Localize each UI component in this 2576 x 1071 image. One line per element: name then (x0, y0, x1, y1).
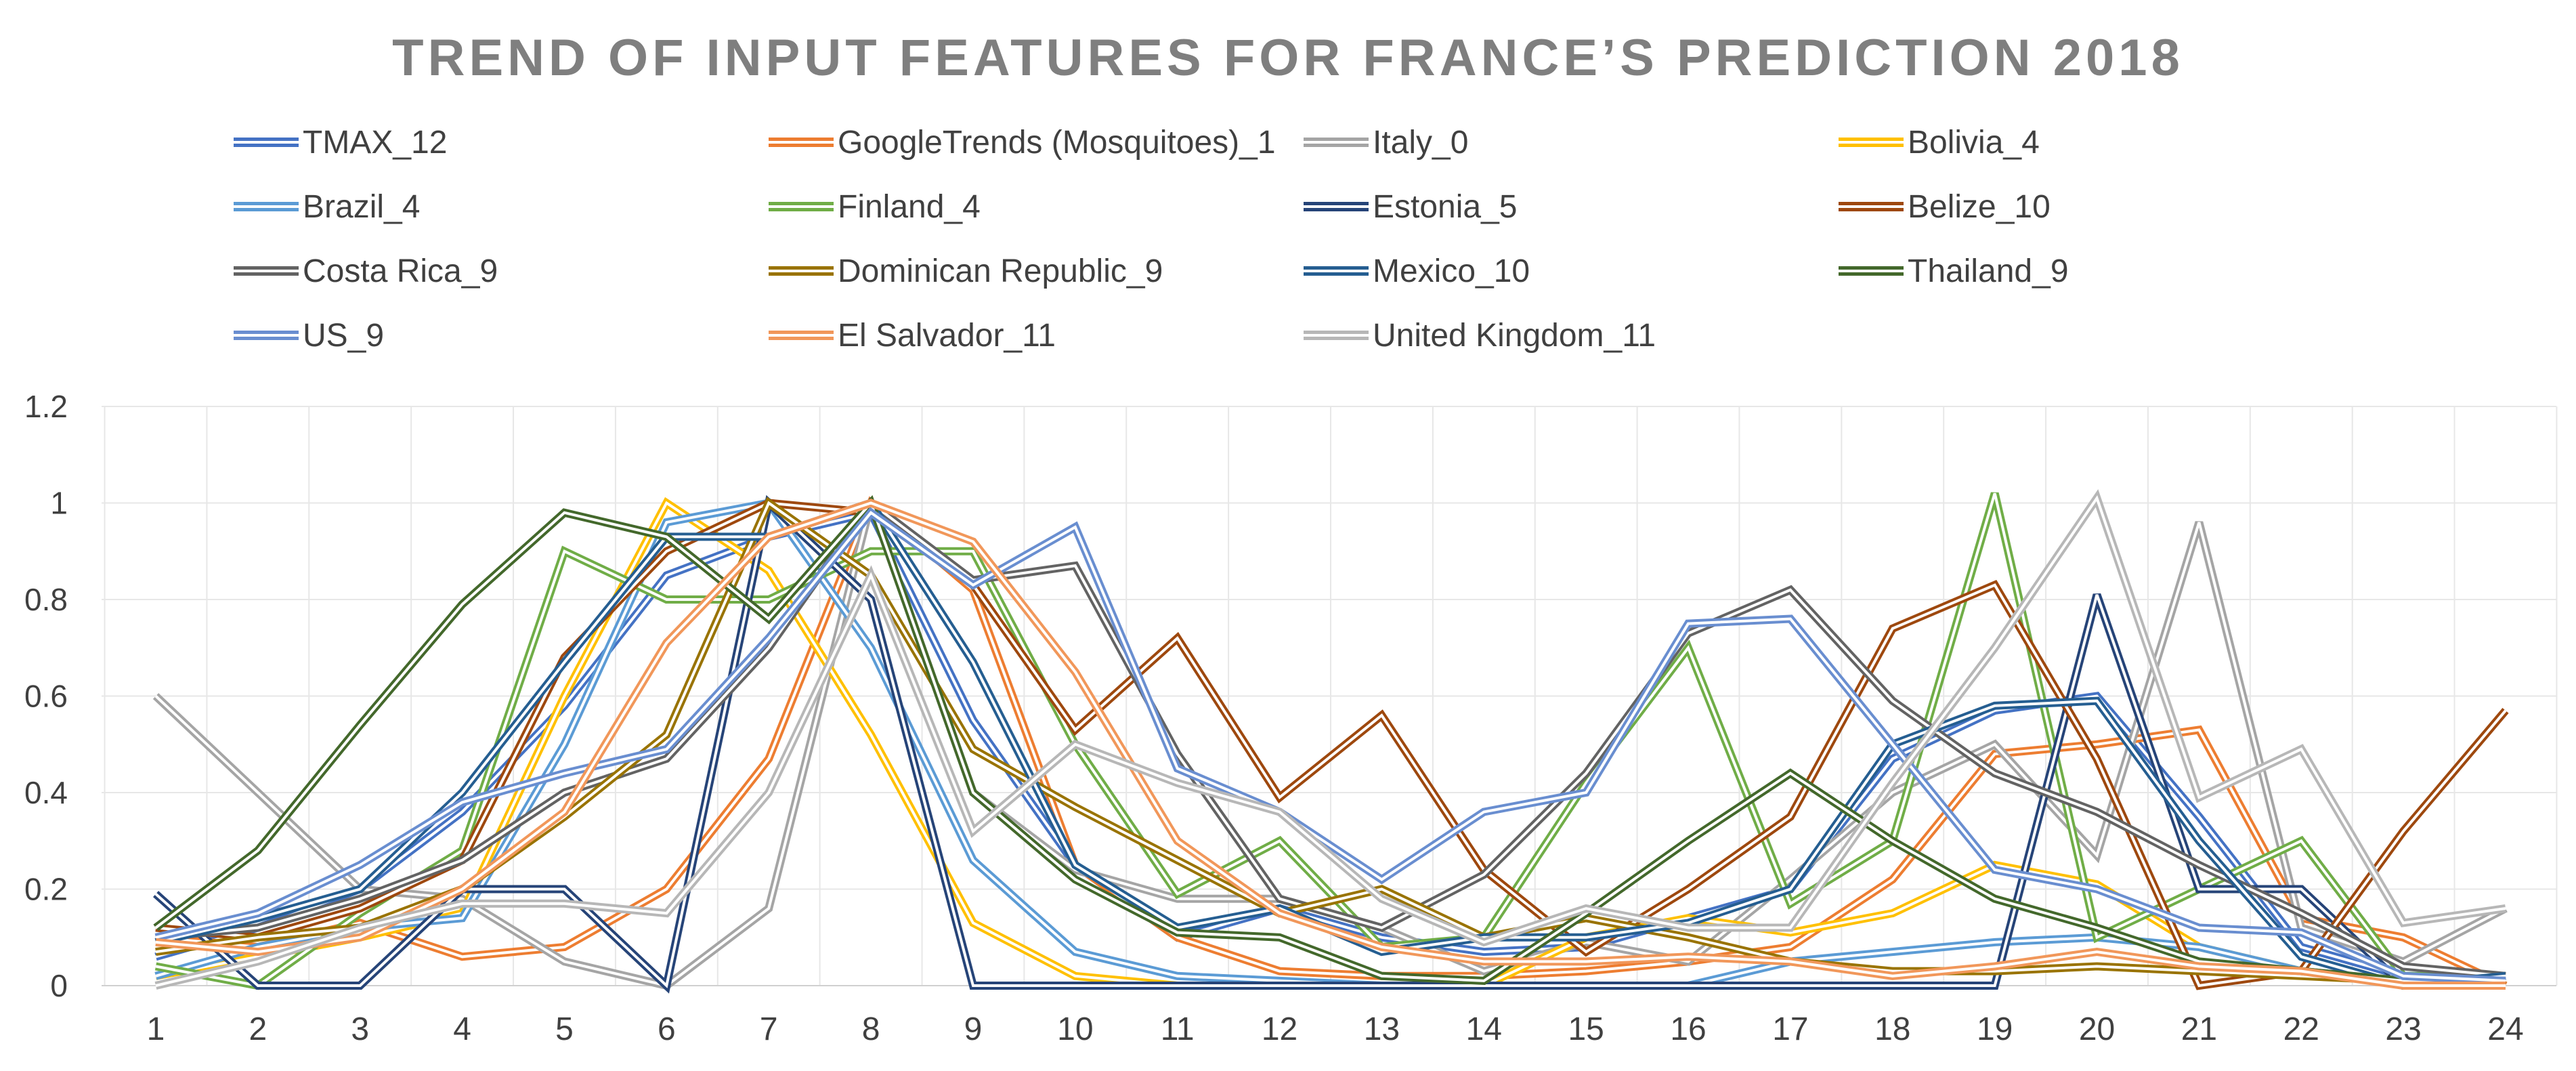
legend-item: Mexico_10 (1304, 244, 1530, 298)
x-tick-label: 24 (2487, 1011, 2523, 1047)
series-line-inner (155, 495, 2506, 987)
series-estonia-5 (152, 495, 2506, 994)
y-tick-label: 0.8 (24, 582, 68, 617)
legend-item: GoogleTrends (Mosquitoes)_1 (769, 115, 1276, 169)
series-el-salvador-11 (155, 499, 2506, 990)
y-tick-label: 0.2 (24, 872, 68, 907)
legend-swatch (234, 264, 299, 278)
x-tick-label: 6 (658, 1011, 676, 1047)
x-tick-label: 1 (147, 1011, 165, 1047)
x-tick-label: 4 (453, 1011, 471, 1047)
x-tick-label: 16 (1670, 1011, 1706, 1047)
x-tick-label: 12 (1262, 1011, 1297, 1047)
series-line-inner (155, 501, 2506, 987)
legend-label: US_9 (303, 317, 385, 354)
series-united-kingdom-11 (154, 489, 2506, 990)
series-us-9 (154, 507, 2506, 985)
legend-item: Italy_0 (1304, 115, 1468, 169)
legend-label: Italy_0 (1373, 124, 1469, 161)
legend-item: TMAX_12 (234, 115, 447, 169)
x-tick-label: 13 (1364, 1011, 1400, 1047)
x-tick-label: 2 (249, 1011, 267, 1047)
legend-label: El Salvador_11 (838, 317, 1056, 354)
series-belize-10 (155, 499, 2509, 990)
legend-label: TMAX_12 (303, 124, 448, 161)
legend-swatch (234, 200, 299, 213)
legend-item: Thailand_9 (1839, 244, 2069, 298)
legend-swatch (1304, 329, 1369, 342)
x-tick-label: 15 (1568, 1011, 1604, 1047)
x-tick-label: 7 (760, 1011, 778, 1047)
legend-label: Belize_10 (1908, 188, 2051, 225)
x-tick-label: 21 (2181, 1011, 2217, 1047)
x-tick-label: 18 (1874, 1011, 1910, 1047)
legend-label: GoogleTrends (Mosquitoes)_1 (838, 124, 1276, 161)
legend-item: Costa Rica_9 (234, 244, 498, 298)
series-lines (152, 489, 2509, 994)
legend-swatch (769, 329, 834, 342)
x-tick-label: 17 (1772, 1011, 1808, 1047)
legend-label: United Kingdom_11 (1373, 317, 1656, 354)
series-line-inner (154, 500, 2506, 988)
y-tick-label: 0.6 (24, 679, 68, 714)
y-tick-label: 0.4 (24, 775, 68, 810)
legend-label: Bolivia_4 (1908, 124, 2040, 161)
legend-label: Thailand_9 (1908, 253, 2069, 289)
x-tick-label: 8 (862, 1011, 880, 1047)
x-tick-label: 3 (351, 1011, 369, 1047)
legend-item: United Kingdom_11 (1304, 308, 1656, 362)
series-line-inner (155, 501, 2507, 988)
x-tick-label: 20 (2079, 1011, 2115, 1047)
legend-swatch (234, 135, 299, 149)
legend-swatch (1839, 200, 1904, 213)
legend-label: Estonia_5 (1373, 188, 1518, 225)
legend-label: Costa Rica_9 (303, 253, 498, 289)
series-thailand-9 (153, 495, 2506, 985)
legend-swatch (769, 264, 834, 278)
x-tick-label: 11 (1161, 1011, 1195, 1047)
legend-swatch (1304, 200, 1369, 213)
legend-item: Bolivia_4 (1839, 115, 2040, 169)
x-tick-label: 10 (1057, 1011, 1093, 1047)
legend-item: El Salvador_11 (769, 308, 1056, 362)
legend-item: Brazil_4 (234, 180, 420, 234)
y-tick-label: 1 (50, 486, 68, 521)
legend-item: Belize_10 (1839, 180, 2051, 234)
legend-item: US_9 (234, 308, 384, 362)
legend-swatch (1304, 135, 1369, 149)
series-costa-rica-9 (155, 497, 2506, 980)
x-tick-label: 19 (1977, 1011, 2013, 1047)
x-tick-label: 9 (964, 1011, 983, 1047)
legend-label: Dominican Republic_9 (838, 253, 1163, 289)
legend-item: Estonia_5 (1304, 180, 1518, 234)
legend-swatch (1839, 264, 1904, 278)
axes: 00.20.40.60.811.21 2 3 4 5 6 7 8 9 10 11 12 13 14 15 16… (24, 389, 2524, 1047)
legend-item: Finland_4 (769, 180, 981, 234)
legend-label: Finland_4 (838, 188, 981, 225)
series-line-inner (154, 500, 2506, 982)
legend-swatch (1304, 264, 1369, 278)
y-tick-label: 0 (50, 968, 68, 1003)
x-tick-label: 14 (1466, 1011, 1502, 1047)
legend-label: Brazil_4 (303, 188, 421, 225)
legend-swatch (769, 135, 834, 149)
legend-label: Mexico_10 (1373, 253, 1530, 289)
legend-swatch (1839, 135, 1904, 149)
series-line-inner (155, 501, 2506, 978)
legend-swatch (769, 200, 834, 213)
legend-item: Dominican Republic_9 (769, 244, 1163, 298)
x-tick-label: 5 (555, 1011, 574, 1047)
series-line-inner (155, 511, 2506, 982)
chart-title: TREND OF INPUT FEATURES FOR FRANCE’S PRE… (392, 29, 2184, 87)
x-tick-label: 22 (2283, 1011, 2319, 1047)
y-tick-label: 1.2 (24, 389, 68, 424)
x-tick-label: 23 (2385, 1011, 2421, 1047)
legend-swatch (234, 329, 299, 342)
